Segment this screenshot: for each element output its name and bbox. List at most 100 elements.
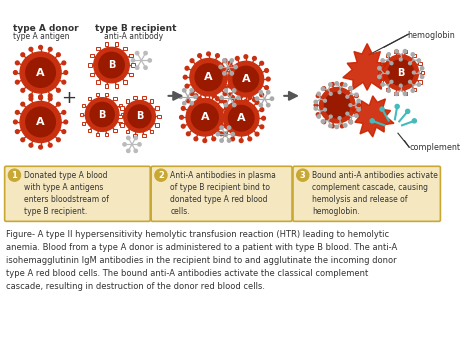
Circle shape <box>228 61 232 65</box>
Bar <box>155 123 159 127</box>
Circle shape <box>395 49 398 53</box>
Circle shape <box>259 91 263 94</box>
Circle shape <box>338 91 341 94</box>
Circle shape <box>56 88 60 92</box>
Circle shape <box>255 132 259 136</box>
Circle shape <box>223 59 226 62</box>
Circle shape <box>417 59 420 62</box>
Circle shape <box>212 94 216 98</box>
Circle shape <box>56 102 60 106</box>
Text: Anti-A antibodies in plasma
of type B recipient bind to
donated type A red blood: Anti-A antibodies in plasma of type B re… <box>170 170 276 216</box>
Circle shape <box>64 71 68 75</box>
Bar <box>150 99 154 103</box>
Circle shape <box>335 125 338 129</box>
Circle shape <box>225 124 228 128</box>
Bar <box>119 104 122 107</box>
Circle shape <box>231 132 235 136</box>
Circle shape <box>39 45 43 49</box>
FancyBboxPatch shape <box>5 166 150 222</box>
Bar <box>91 54 94 58</box>
Circle shape <box>62 61 66 65</box>
Circle shape <box>357 104 360 107</box>
Bar <box>115 84 118 88</box>
Circle shape <box>228 61 264 97</box>
Circle shape <box>183 75 187 79</box>
Circle shape <box>228 84 232 88</box>
Text: type A donor: type A donor <box>13 24 78 33</box>
Circle shape <box>412 71 415 74</box>
Circle shape <box>224 132 227 136</box>
Bar <box>88 129 91 132</box>
Circle shape <box>144 51 147 55</box>
Circle shape <box>179 95 182 98</box>
Bar <box>412 88 416 91</box>
Circle shape <box>190 59 227 96</box>
Circle shape <box>383 55 419 90</box>
Text: +: + <box>61 89 76 107</box>
Circle shape <box>264 86 268 89</box>
Circle shape <box>21 88 25 92</box>
Text: type B recipient: type B recipient <box>95 24 176 33</box>
Circle shape <box>411 89 414 92</box>
Circle shape <box>244 100 248 103</box>
Bar <box>88 64 91 67</box>
FancyBboxPatch shape <box>293 166 440 222</box>
Circle shape <box>48 97 52 100</box>
Bar <box>142 134 146 137</box>
Circle shape <box>253 98 256 102</box>
Circle shape <box>148 59 151 62</box>
Circle shape <box>185 84 189 88</box>
Circle shape <box>349 87 353 90</box>
Circle shape <box>219 99 223 103</box>
Text: A: A <box>237 113 246 123</box>
Circle shape <box>317 92 320 95</box>
Circle shape <box>262 116 265 120</box>
Circle shape <box>223 92 227 95</box>
Circle shape <box>417 83 420 86</box>
Circle shape <box>335 82 338 85</box>
Circle shape <box>357 108 360 111</box>
Circle shape <box>231 137 235 141</box>
Circle shape <box>220 139 223 142</box>
Circle shape <box>190 89 193 92</box>
Bar <box>412 54 416 58</box>
Circle shape <box>230 72 234 75</box>
Circle shape <box>355 113 358 116</box>
Circle shape <box>62 80 66 84</box>
Circle shape <box>99 52 124 78</box>
Circle shape <box>248 137 252 141</box>
Circle shape <box>381 59 384 62</box>
Circle shape <box>216 97 219 100</box>
Text: anti-A antibody: anti-A antibody <box>104 32 163 42</box>
Circle shape <box>223 100 259 136</box>
Circle shape <box>14 120 17 124</box>
Circle shape <box>223 59 227 62</box>
Bar <box>126 130 129 133</box>
Circle shape <box>182 124 185 128</box>
Circle shape <box>253 56 256 60</box>
Circle shape <box>403 92 407 95</box>
Bar <box>120 106 124 110</box>
Circle shape <box>219 108 222 111</box>
Circle shape <box>123 143 126 146</box>
Circle shape <box>182 102 186 105</box>
Circle shape <box>259 103 263 107</box>
Circle shape <box>191 104 218 131</box>
Circle shape <box>321 120 325 123</box>
Circle shape <box>29 97 33 100</box>
Circle shape <box>21 102 25 106</box>
Bar <box>419 61 422 65</box>
Circle shape <box>216 132 219 136</box>
Circle shape <box>331 125 334 128</box>
Circle shape <box>16 80 19 84</box>
Circle shape <box>186 99 223 136</box>
Circle shape <box>355 93 358 97</box>
Circle shape <box>90 103 114 127</box>
Bar <box>113 97 117 100</box>
Circle shape <box>198 97 201 100</box>
Bar <box>404 92 407 95</box>
Circle shape <box>220 126 223 129</box>
Bar <box>82 104 85 107</box>
Bar <box>380 80 383 83</box>
Circle shape <box>182 106 185 110</box>
